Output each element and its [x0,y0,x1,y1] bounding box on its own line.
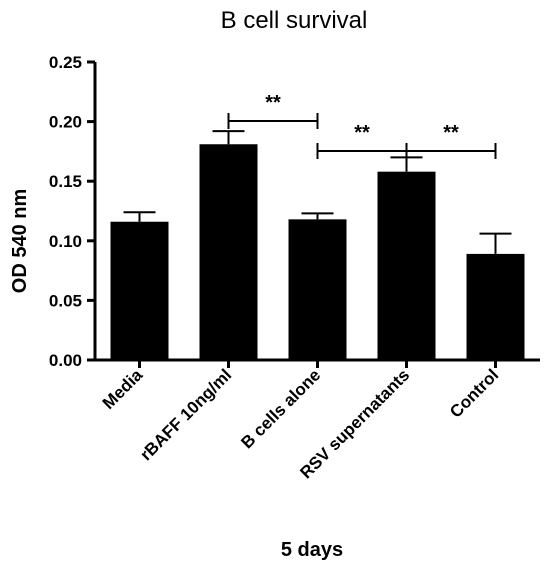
bar [288,219,347,360]
y-tick-label: 0.25 [49,53,82,72]
significance-brackets: ** ** ** [227,92,497,159]
bar [377,171,436,360]
bar [199,144,258,360]
x-tick-label: B cells alone [237,365,324,452]
y-tick-label: 0.20 [49,113,82,132]
significance-bracket: ** [405,122,497,159]
significance-label: ** [443,122,459,144]
y-tick-label: 0.10 [49,232,82,251]
y-tick-label: 0.15 [49,172,82,191]
y-tick-label: 0.05 [49,291,82,310]
significance-bracket: ** [316,122,408,159]
y-axis-ticks: 0.00 0.05 0.10 0.15 0.20 0.25 [49,53,95,370]
x-tick-label: rBAFF 10ng/ml [136,365,235,464]
significance-label: ** [265,92,281,114]
y-tick-label: 0.00 [49,351,82,370]
x-axis-label: 5 days [281,539,343,561]
x-tick-label: Control [446,365,502,421]
y-axis-label: OD 540 nm [9,189,31,293]
significance-bracket: ** [227,92,319,129]
bars [110,130,525,360]
x-tick-label: Media [99,365,147,413]
bar [466,253,525,360]
chart-title: B cell survival [221,7,368,34]
significance-label: ** [354,122,370,144]
bar [110,221,169,360]
